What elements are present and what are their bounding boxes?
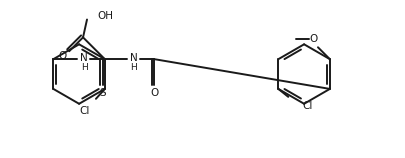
Text: H: H xyxy=(81,63,87,72)
Text: O: O xyxy=(150,88,158,98)
Text: O: O xyxy=(58,51,66,61)
Text: N: N xyxy=(130,53,137,63)
Text: S: S xyxy=(99,88,106,98)
Text: O: O xyxy=(309,34,318,44)
Text: Cl: Cl xyxy=(80,106,90,116)
Text: H: H xyxy=(130,63,136,72)
Text: Cl: Cl xyxy=(301,101,312,111)
Text: OH: OH xyxy=(97,11,113,21)
Text: N: N xyxy=(80,53,88,63)
